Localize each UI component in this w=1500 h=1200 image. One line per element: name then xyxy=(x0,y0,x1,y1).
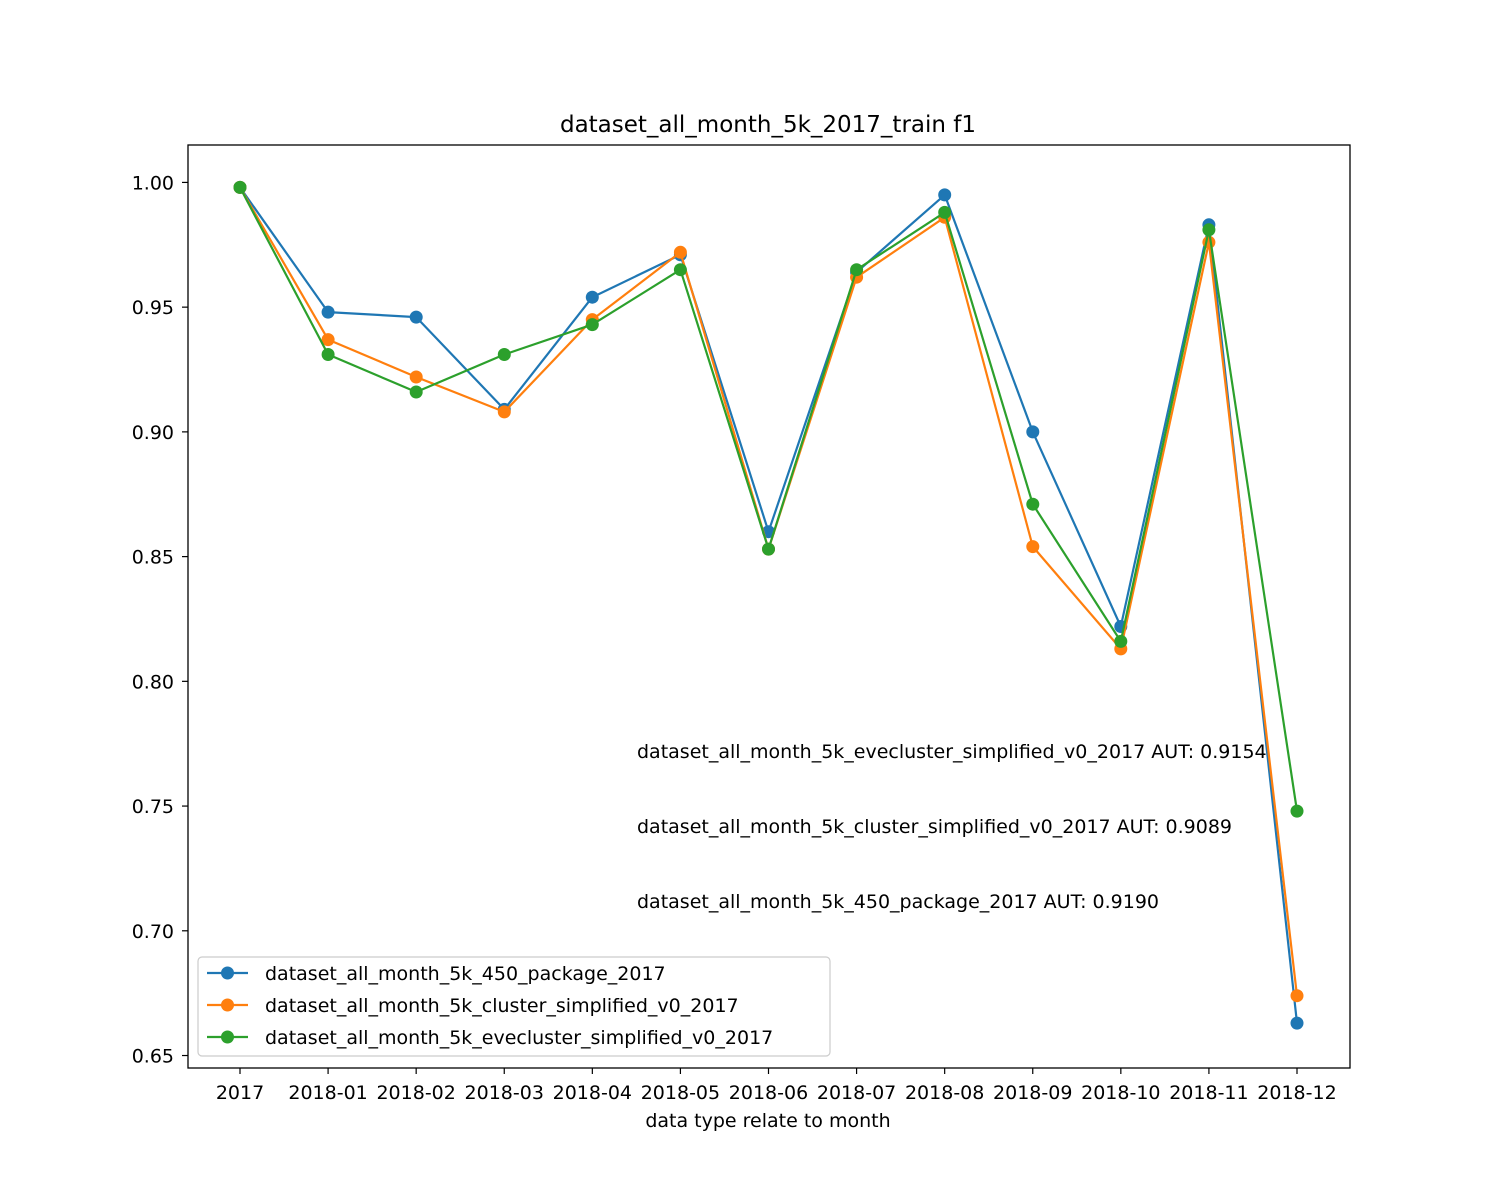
x-tick-label: 2018-03 xyxy=(465,1082,544,1104)
legend-box xyxy=(197,956,831,1057)
y-tick-label: 0.70 xyxy=(132,921,174,943)
plot-area: 0.65 0.70 0.75 0.80 0.85 0.90 0.95 1.00 2017 2018… xyxy=(132,144,1351,1104)
y-tick-label: 0.95 xyxy=(132,297,174,319)
y-tick-label: 0.65 xyxy=(132,1046,174,1068)
data-point xyxy=(1202,223,1216,237)
data-point xyxy=(497,348,511,361)
x-tick-label: 2018-08 xyxy=(905,1082,984,1104)
legend-label: dataset_all_month_5k_evecluster_simplifi… xyxy=(265,1027,773,1049)
data-point xyxy=(321,348,335,361)
annotation-aut-evecluster: dataset_all_month_5k_evecluster_simplifi… xyxy=(637,741,1267,763)
data-point xyxy=(233,180,247,194)
data-point xyxy=(409,310,423,324)
legend-label: dataset_all_month_5k_cluster_simplified_… xyxy=(265,995,739,1017)
data-point xyxy=(1290,1016,1304,1030)
data-point xyxy=(321,333,335,347)
x-tick-label: 2018-05 xyxy=(641,1082,720,1104)
data-point xyxy=(585,290,599,304)
data-point xyxy=(1026,497,1040,511)
x-tick-label: 2018-02 xyxy=(376,1082,455,1104)
data-point xyxy=(1114,634,1128,648)
x-tick-label: 2018-11 xyxy=(1169,1082,1248,1104)
x-tick-label: 2018-12 xyxy=(1257,1082,1336,1104)
x-axis-label: data type relate to month xyxy=(645,1110,890,1132)
legend-label: dataset_all_month_5k_450_package_2017 xyxy=(265,963,666,985)
legend-item-3: dataset_all_month_5k_evecluster_simplifi… xyxy=(207,1027,773,1049)
x-tick-label: 2018-10 xyxy=(1081,1082,1160,1104)
data-point xyxy=(585,318,599,332)
data-point xyxy=(1290,804,1304,818)
annotations: dataset_all_month_5k_evecluster_simplifi… xyxy=(637,741,1267,913)
y-tick-label: 1.00 xyxy=(132,172,174,194)
data-point xyxy=(938,188,952,202)
x-tick-label: 2018-04 xyxy=(553,1082,632,1104)
series-3 xyxy=(233,180,1304,818)
data-point xyxy=(1026,540,1040,554)
legend-marker xyxy=(221,966,234,980)
data-point xyxy=(321,305,335,319)
x-tick-label: 2018-09 xyxy=(993,1082,1072,1104)
y-tick-label: 0.90 xyxy=(132,422,174,444)
data-point xyxy=(762,542,775,556)
data-point xyxy=(409,385,423,399)
x-tick-label: 2017 xyxy=(216,1082,264,1104)
data-point xyxy=(1026,425,1040,439)
data-point xyxy=(938,205,952,219)
x-tick-label: 2018-07 xyxy=(817,1082,896,1104)
data-point xyxy=(673,245,687,259)
data-point xyxy=(409,370,423,384)
x-tick-label: 2018-01 xyxy=(288,1082,367,1104)
data-point xyxy=(1290,989,1304,1003)
data-point xyxy=(673,263,687,277)
x-tick-label: 2018-06 xyxy=(729,1082,808,1104)
chart-title: dataset_all_month_5k_2017_train f1 xyxy=(560,112,976,138)
legend-item-2: dataset_all_month_5k_cluster_simplified_… xyxy=(207,995,739,1017)
y-tick-label: 0.85 xyxy=(132,547,174,569)
legend: dataset_all_month_5k_450_package_2017dat… xyxy=(197,956,831,1057)
legend-marker xyxy=(221,998,234,1012)
annotation-aut-cluster: dataset_all_month_5k_cluster_simplified_… xyxy=(637,816,1232,838)
legend-marker xyxy=(221,1030,234,1044)
legend-item-1: dataset_all_month_5k_450_package_2017 xyxy=(207,963,666,985)
data-point xyxy=(497,405,511,419)
data-point xyxy=(850,263,864,277)
annotation-aut-package: dataset_all_month_5k_450_package_2017 AU… xyxy=(637,891,1159,913)
y-tick-label: 0.75 xyxy=(132,796,174,818)
y-tick-label: 0.80 xyxy=(132,671,174,693)
